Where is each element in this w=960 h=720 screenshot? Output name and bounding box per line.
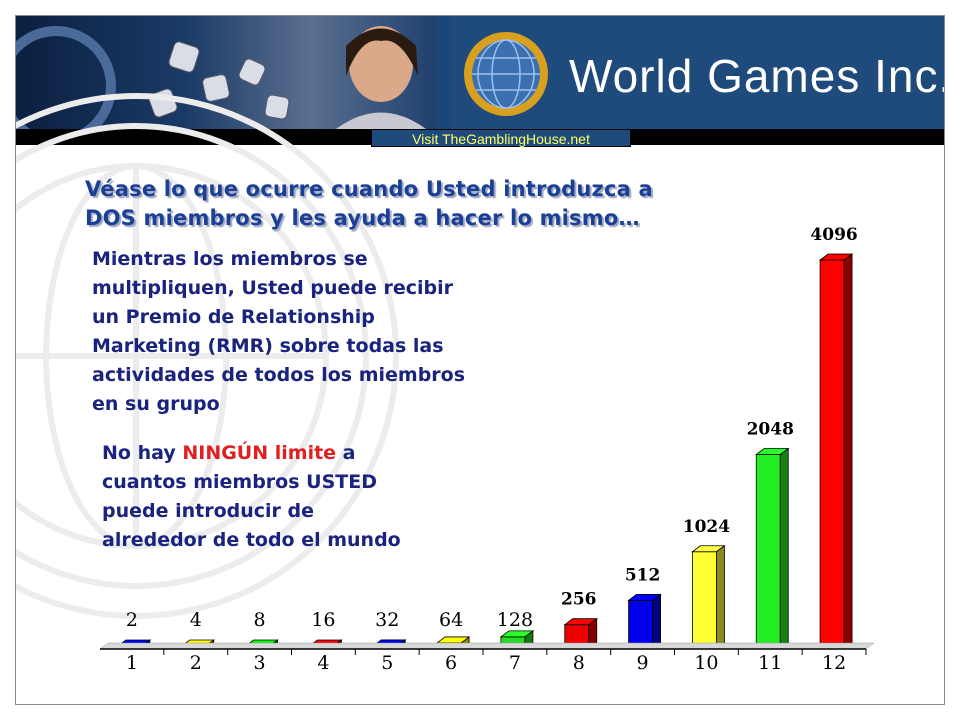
chart-data-labels: 2 4 8 16 32 64 128 256 512 1024 2048 4096 — [126, 225, 858, 631]
bar-side — [779, 447, 789, 650]
x-tick-label: 9 — [637, 652, 649, 674]
chart-bar — [818, 253, 854, 650]
chart-bars — [116, 253, 854, 650]
chart-bar — [755, 447, 790, 650]
chart-bar — [627, 593, 662, 650]
headline-line-2: DOS miembros y les ayuda a hacer lo mism… — [85, 206, 640, 230]
rmr-paragraph: Mientras los miembros se multipliquen, U… — [92, 245, 465, 419]
chart-floor — [99, 642, 875, 650]
x-tick-label: 5 — [381, 652, 393, 674]
bar-front — [628, 599, 653, 650]
rmr-line: actividades de todos los miembros — [92, 364, 466, 386]
bar-top — [755, 448, 790, 455]
watermark-globe-icon — [16, 93, 399, 619]
x-tick-label: 12 — [822, 652, 846, 674]
x-tick-label: 3 — [254, 652, 266, 674]
chart-axis — [99, 642, 875, 650]
bar-side — [652, 593, 661, 650]
data-label: 8 — [254, 609, 266, 631]
x-tick-label: 8 — [573, 652, 585, 674]
rmr-line: Marketing (RMR) sobre todas las — [92, 335, 444, 357]
roulette-wheel-shape — [16, 26, 116, 129]
no-limit-line-4: alrededor de todo el mundo — [102, 529, 401, 551]
bar-top — [627, 593, 662, 601]
bar-top — [499, 630, 535, 638]
logo-text: World Games Inc. — [569, 50, 944, 102]
no-limit-prefix: No hay — [102, 442, 183, 464]
no-limit-emphasis: NINGÚN limite — [182, 442, 337, 464]
dice-and-woman-image — [16, 26, 426, 129]
data-label: 128 — [497, 609, 533, 631]
data-label: 32 — [375, 609, 399, 631]
globe-logo-icon — [464, 32, 548, 116]
woman-photo — [336, 26, 426, 129]
logo-area: World Games Inc. — [451, 16, 944, 129]
bar-front — [755, 454, 781, 650]
bar-front — [819, 259, 845, 650]
bar-front — [692, 551, 717, 650]
rmr-line: un Premio de Relationship — [92, 306, 375, 328]
data-label: 2048 — [747, 420, 794, 440]
no-limit-line-2: cuantos miembros USTED — [102, 471, 377, 493]
data-label: 4 — [190, 609, 202, 631]
data-label: 2 — [126, 609, 138, 631]
bar-top — [563, 618, 598, 626]
chart-x-ticks: 1 2 3 4 5 6 7 8 9 10 11 12 — [126, 649, 867, 674]
slide: World Games Inc. Visit TheGamblingHouse.… — [15, 15, 945, 705]
no-limit-line-3: puede introducir de — [102, 500, 315, 522]
no-limit-paragraph: No hay NINGÚN limite a cuantos miembros … — [102, 439, 401, 555]
x-tick-label: 1 — [126, 652, 138, 674]
x-tick-label: 4 — [317, 652, 329, 674]
rmr-line: multipliquen, Usted puede recibir — [92, 277, 453, 299]
data-label: 4096 — [810, 225, 857, 245]
site-link[interactable]: Visit TheGamblingHouse.net — [371, 129, 631, 147]
x-tick-label: 2 — [190, 652, 202, 674]
headline: Véase lo que ocurre cuando Usted introdu… — [85, 175, 653, 233]
rmr-line: en su grupo — [92, 393, 220, 415]
x-tick-label: 7 — [509, 652, 521, 674]
bar-side — [716, 544, 725, 650]
x-tick-label: 6 — [445, 652, 457, 674]
data-label: 1024 — [683, 517, 730, 537]
dice-icon — [148, 41, 290, 120]
no-limit-suffix: a — [336, 442, 356, 464]
headline-line-1: Véase lo que ocurre cuando Usted introdu… — [85, 177, 653, 201]
no-limit-line-1: No hay NINGÚN limite a — [102, 439, 401, 468]
data-label: 512 — [625, 565, 661, 585]
banner: World Games Inc. — [16, 16, 944, 129]
x-tick-label: 11 — [758, 652, 782, 674]
bar-top — [818, 253, 854, 261]
bar-side — [843, 253, 853, 650]
data-label: 256 — [561, 590, 597, 610]
chart-bar — [691, 544, 726, 650]
data-label: 16 — [311, 609, 335, 631]
rmr-line: Mientras los miembros se — [92, 248, 368, 270]
x-tick-label: 10 — [694, 652, 718, 674]
bar-top — [691, 545, 726, 553]
data-label: 64 — [439, 609, 463, 631]
